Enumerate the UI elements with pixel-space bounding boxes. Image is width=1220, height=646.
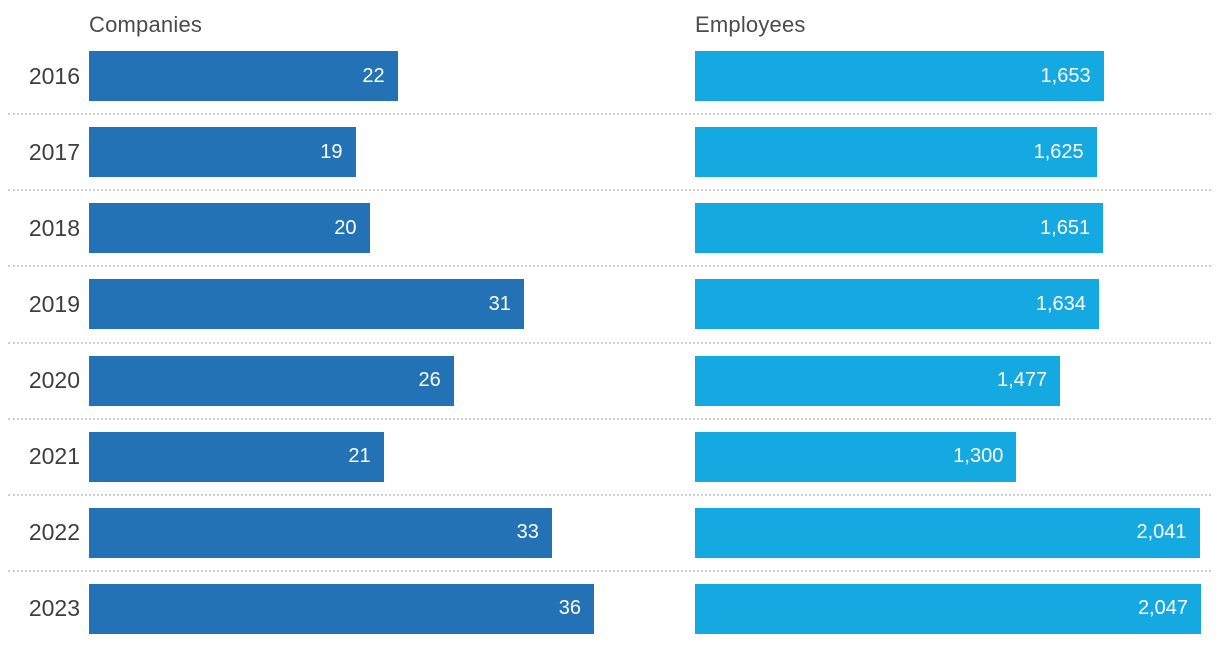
year-label: 2019 bbox=[28, 290, 80, 317]
employees-bar: 1,653 bbox=[695, 51, 1104, 102]
companies-bar: 31 bbox=[89, 279, 524, 330]
employees-bar: 1,651 bbox=[695, 203, 1104, 254]
companies-bar: 36 bbox=[89, 583, 594, 634]
companies-track: 20 bbox=[89, 203, 594, 254]
chart-row: 2020 26 1,477 bbox=[8, 344, 1211, 420]
chart-row: 2017 19 1,625 bbox=[8, 115, 1211, 192]
companies-value-label: 33 bbox=[516, 521, 539, 544]
companies-value-label: 26 bbox=[418, 369, 441, 392]
companies-track: 22 bbox=[89, 51, 594, 102]
companies-track: 26 bbox=[89, 355, 594, 406]
companies-track: 19 bbox=[89, 127, 594, 178]
year-label: 2023 bbox=[28, 595, 80, 622]
employees-bar: 1,477 bbox=[695, 355, 1061, 406]
employees-value-label: 1,634 bbox=[1035, 292, 1086, 315]
year-label: 2016 bbox=[28, 62, 80, 89]
employees-track: 1,651 bbox=[695, 203, 1201, 254]
chart-row: 2018 20 1,651 bbox=[8, 191, 1211, 268]
companies-bar: 21 bbox=[89, 431, 384, 482]
companies-value-label: 19 bbox=[320, 140, 343, 163]
companies-column-header: Companies bbox=[89, 12, 203, 37]
employees-track: 1,653 bbox=[695, 51, 1201, 102]
employees-track: 1,634 bbox=[695, 279, 1201, 330]
companies-value-label: 36 bbox=[558, 597, 581, 620]
chart-row: 2021 21 1,300 bbox=[8, 420, 1211, 496]
year-label: 2021 bbox=[28, 443, 80, 470]
year-label: 2017 bbox=[28, 138, 80, 165]
employees-bar: 1,625 bbox=[695, 127, 1097, 178]
employees-track: 1,300 bbox=[695, 431, 1201, 482]
companies-bar: 26 bbox=[89, 355, 454, 406]
year-label: 2022 bbox=[28, 519, 80, 546]
employees-value-label: 1,651 bbox=[1040, 216, 1091, 239]
companies-value-label: 20 bbox=[334, 216, 357, 239]
chart-row: 2023 36 2,047 bbox=[8, 572, 1211, 646]
companies-bar: 22 bbox=[89, 51, 398, 102]
employees-track: 1,477 bbox=[695, 355, 1201, 406]
companies-value-label: 21 bbox=[348, 445, 371, 468]
employees-bar: 1,300 bbox=[695, 431, 1017, 482]
companies-track: 31 bbox=[89, 279, 594, 330]
employees-value-label: 1,625 bbox=[1033, 140, 1084, 163]
employees-track: 2,047 bbox=[695, 583, 1201, 634]
year-label: 2018 bbox=[28, 214, 80, 241]
employees-column-header: Employees bbox=[695, 12, 806, 37]
chart-row: 2016 22 1,653 bbox=[8, 39, 1211, 116]
employees-value-label: 1,653 bbox=[1040, 64, 1091, 87]
chart-row: 2022 33 2,041 bbox=[8, 496, 1211, 572]
employees-value-label: 2,047 bbox=[1137, 597, 1188, 620]
companies-value-label: 31 bbox=[488, 292, 511, 315]
companies-bar: 33 bbox=[89, 507, 552, 558]
companies-track: 33 bbox=[89, 507, 594, 558]
employees-value-label: 1,477 bbox=[997, 369, 1048, 392]
employees-bar: 2,041 bbox=[695, 507, 1200, 558]
employees-track: 2,041 bbox=[695, 507, 1201, 558]
employees-bar: 2,047 bbox=[695, 583, 1201, 634]
companies-bar: 19 bbox=[89, 127, 356, 178]
employees-bar: 1,634 bbox=[695, 279, 1099, 330]
companies-track: 36 bbox=[89, 583, 594, 634]
chart-row: 2019 31 1,634 bbox=[8, 267, 1211, 344]
employees-value-label: 1,300 bbox=[953, 445, 1004, 468]
employees-value-label: 2,041 bbox=[1136, 521, 1187, 544]
year-label: 2020 bbox=[28, 367, 80, 394]
employees-track: 1,625 bbox=[695, 127, 1201, 178]
companies-bar: 20 bbox=[89, 203, 370, 254]
chart-rows: 2016 22 1,653 2017 19 1,625 2018 bbox=[8, 39, 1211, 646]
companies-track: 21 bbox=[89, 431, 594, 482]
companies-value-label: 22 bbox=[362, 64, 385, 87]
